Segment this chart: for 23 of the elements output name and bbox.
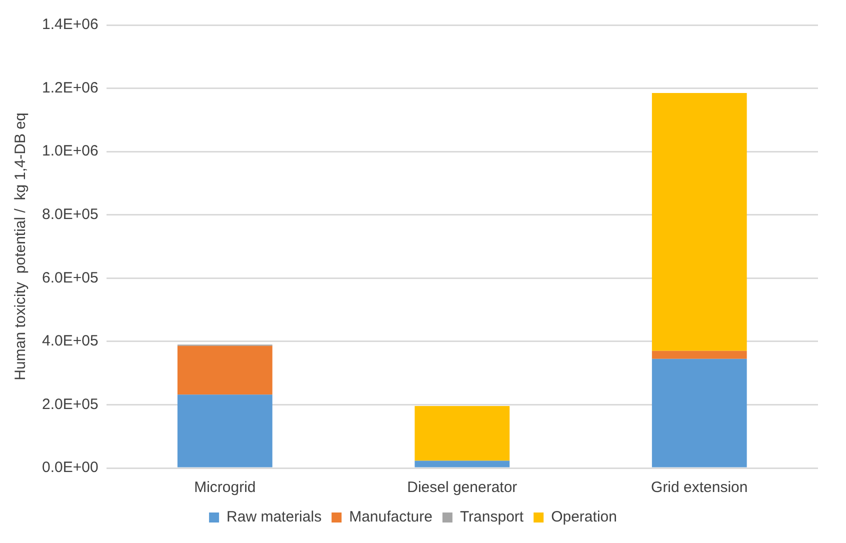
bar	[177, 394, 272, 468]
y-axis-title: Human toxicity potential / kg 1,4-DB eq	[12, 112, 30, 380]
legend-label: Transport	[460, 508, 524, 526]
bar	[652, 350, 747, 359]
y-tick-label: 1.0E+06	[42, 142, 98, 160]
legend-label: Raw materials	[226, 508, 322, 526]
y-tick-label: 1.4E+06	[42, 16, 98, 34]
bar	[414, 460, 510, 468]
y-tick-label: 1.2E+06	[42, 79, 98, 96]
x-tick-label: Diesel generator	[407, 479, 518, 496]
y-tick-label: 4.0E+05	[42, 332, 98, 350]
legend-label: Manufacture	[349, 508, 432, 526]
y-tick-label: 8.0E+05	[42, 206, 98, 223]
y-tick-label: 0.0E+00	[42, 459, 98, 476]
legend-label: Operation	[551, 508, 617, 526]
bar	[652, 93, 747, 351]
bar	[177, 346, 272, 395]
y-tick-label: 2.0E+05	[42, 396, 98, 413]
bar	[414, 406, 510, 461]
x-tick-label: Microgrid	[194, 479, 256, 496]
x-tick-label: Grid extension	[651, 479, 748, 496]
y-tick-label: 6.0E+05	[42, 269, 98, 286]
bar	[652, 358, 747, 468]
